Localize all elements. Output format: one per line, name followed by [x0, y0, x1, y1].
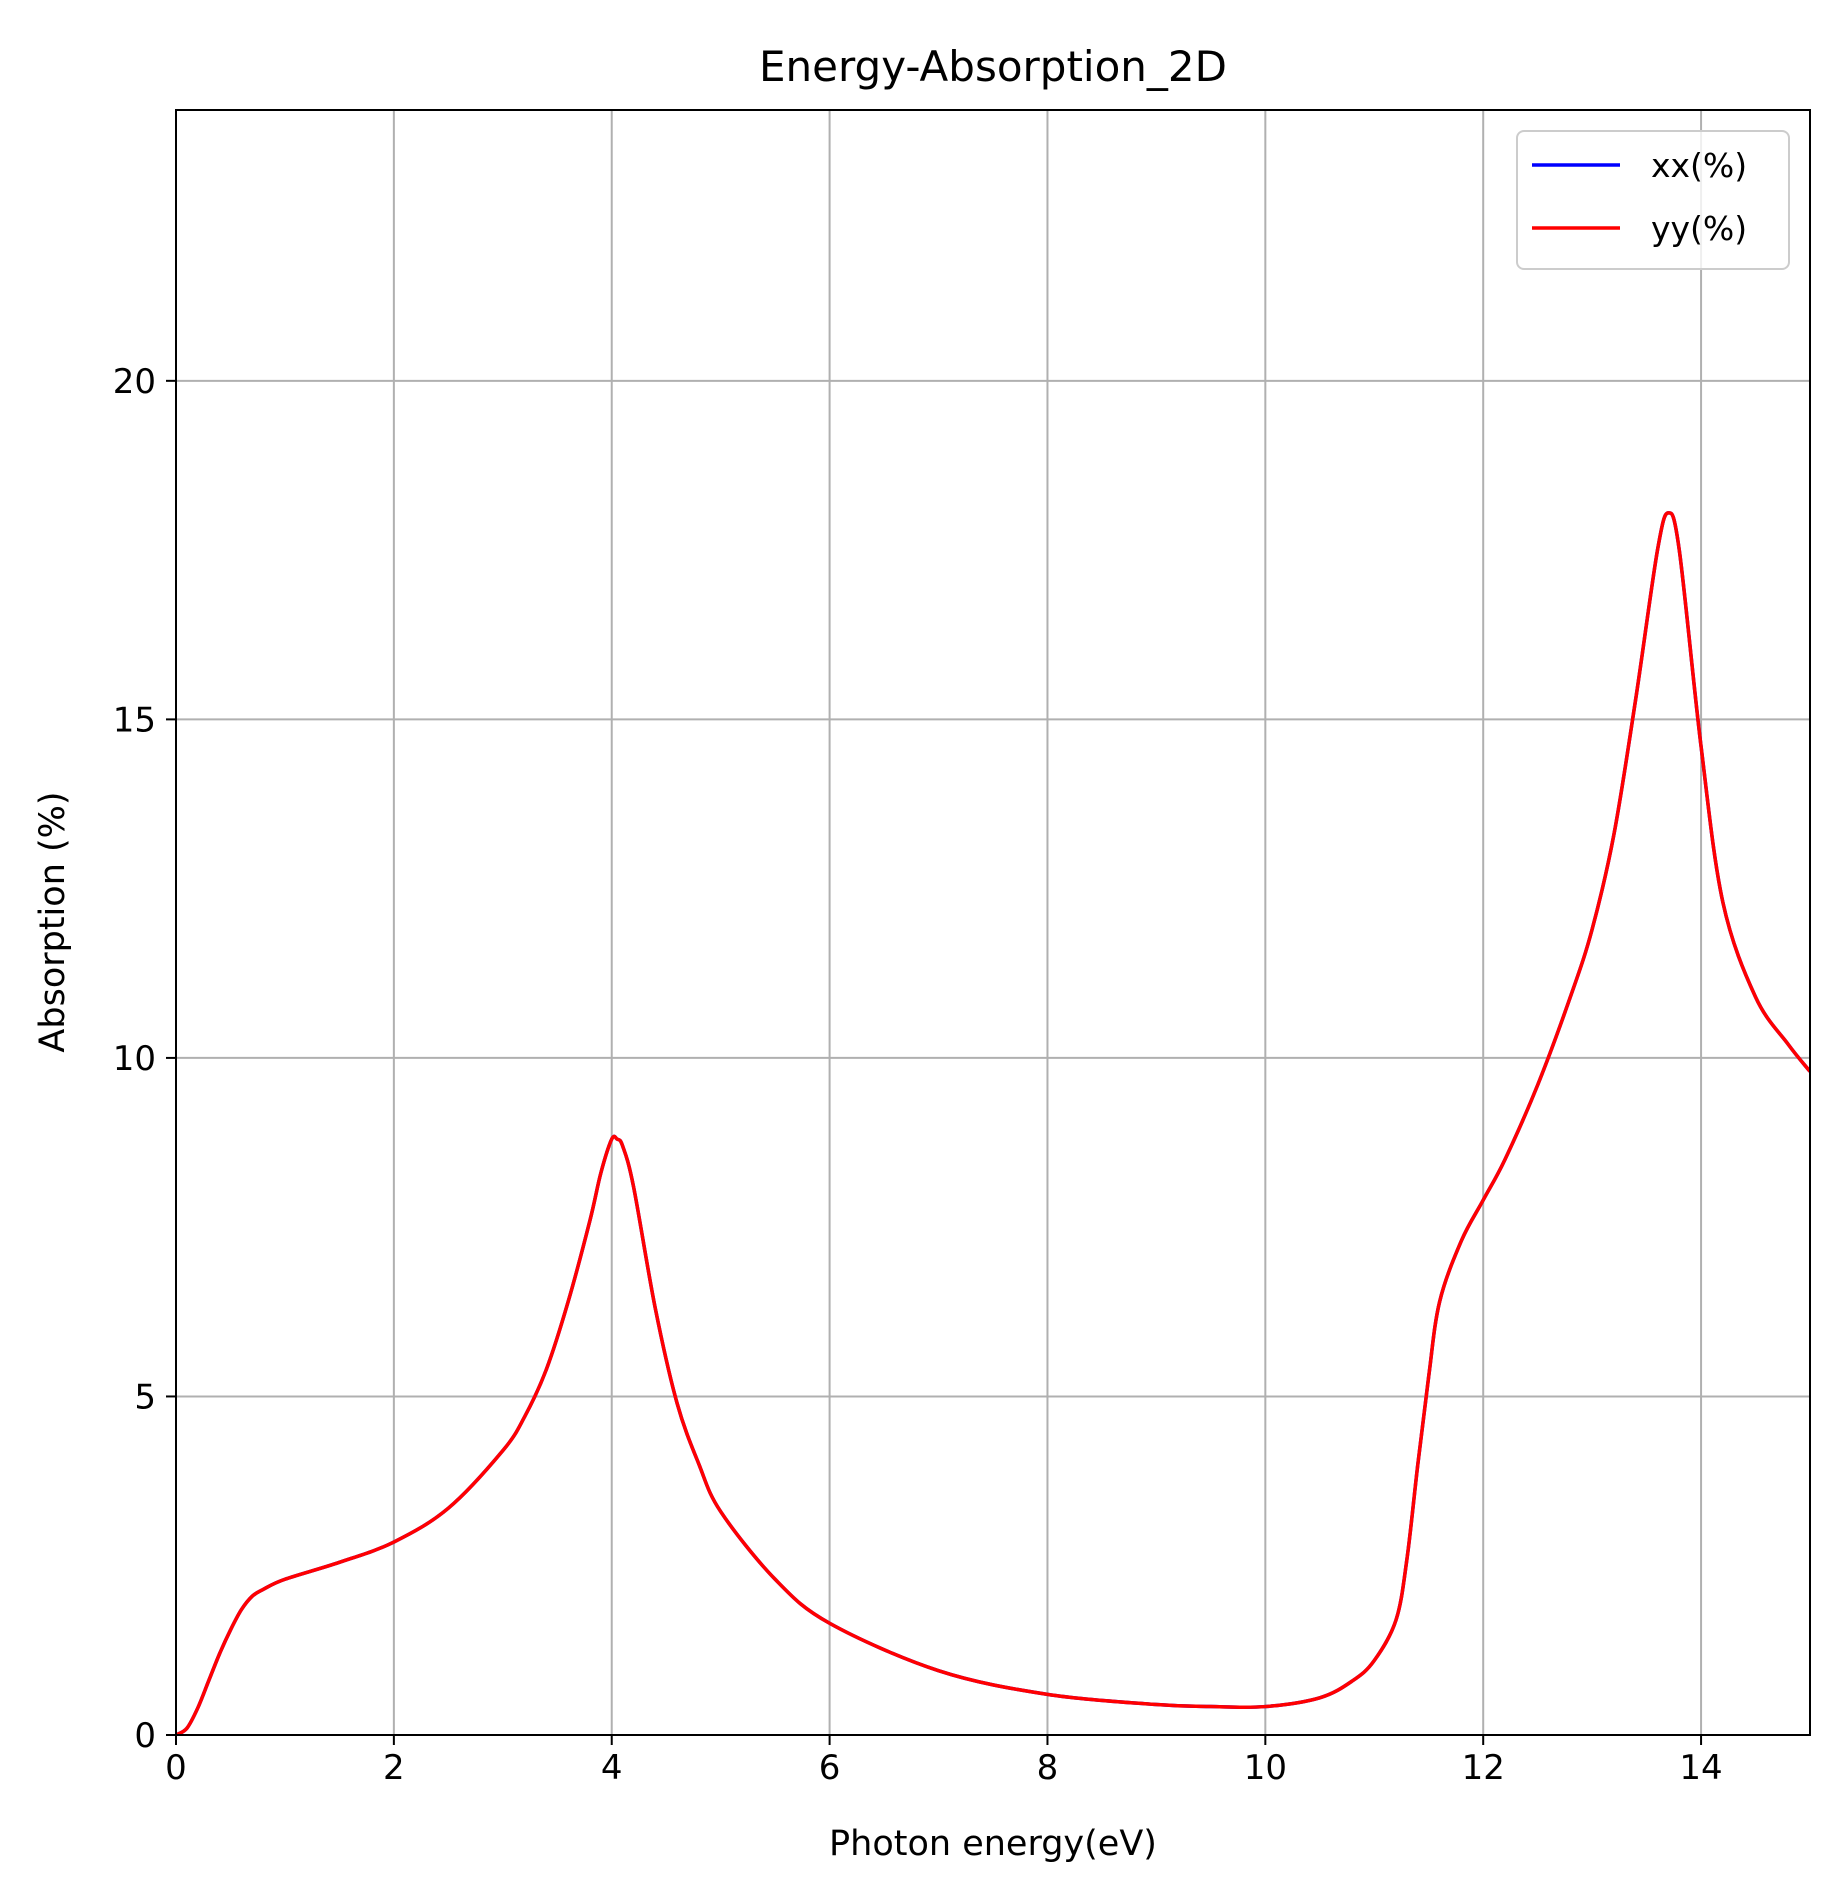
y-tick-label: 20 — [113, 362, 156, 402]
plot-frame — [175, 109, 1811, 1736]
plot-area-background — [176, 110, 1810, 1735]
legend-label-yy: yy(%) — [1651, 209, 1747, 248]
x-tick-label: 6 — [819, 1748, 841, 1788]
x-tick-label: 12 — [1462, 1748, 1505, 1788]
series-lines — [176, 511, 1810, 1735]
legend-label-xx: xx(%) — [1651, 146, 1747, 185]
x-tick-label: 10 — [1244, 1748, 1287, 1788]
x-tick-label: 2 — [383, 1748, 405, 1788]
y-tick-label: 15 — [113, 700, 156, 740]
y-tick-label: 5 — [134, 1377, 156, 1417]
y-tick-label: 0 — [134, 1716, 156, 1756]
x-axis-label: Photon energy(eV) — [829, 1824, 1157, 1864]
chart-title: Energy-Absorption_2D — [759, 42, 1227, 91]
x-tick-label: 8 — [1037, 1748, 1059, 1788]
x-tick-label: 4 — [601, 1748, 623, 1788]
legend: xx(%) yy(%) — [1516, 130, 1790, 270]
series-line-yy — [176, 511, 1810, 1735]
x-tick-label: 14 — [1679, 1748, 1722, 1788]
y-tick-label: 10 — [113, 1039, 156, 1079]
axis-ticks: 0 2 4 6 8 10 12 14 0 5 10 15 20 — [113, 362, 1723, 1788]
y-axis-label: Absorption (%) — [33, 791, 73, 1052]
x-tick-label: 0 — [165, 1748, 187, 1788]
